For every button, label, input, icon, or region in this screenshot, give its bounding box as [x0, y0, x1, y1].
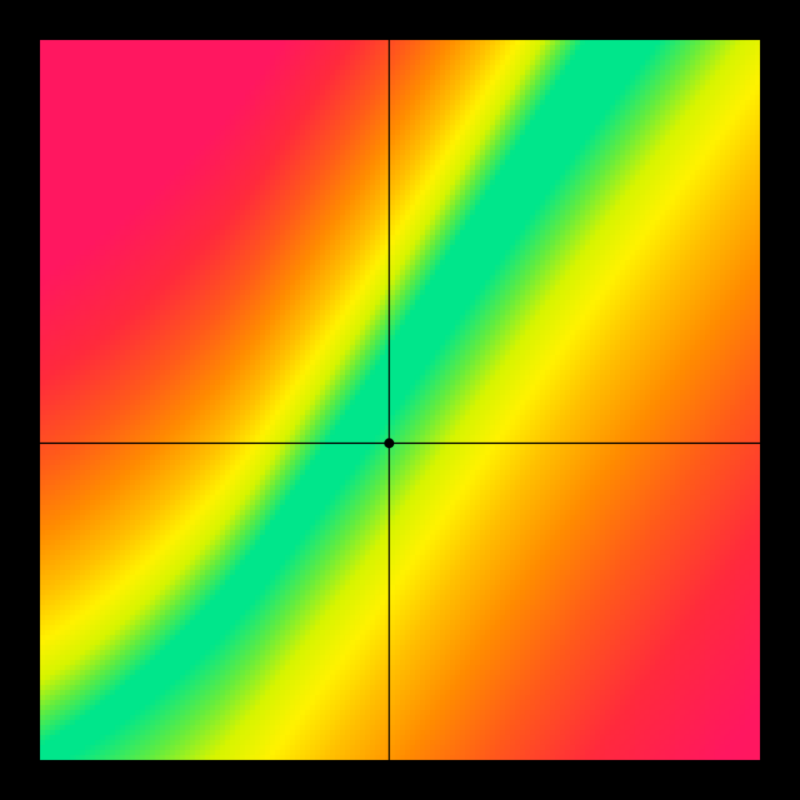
bottleneck-heatmap: [0, 0, 800, 800]
chart-frame: TheBottleneck.com: [0, 0, 800, 800]
